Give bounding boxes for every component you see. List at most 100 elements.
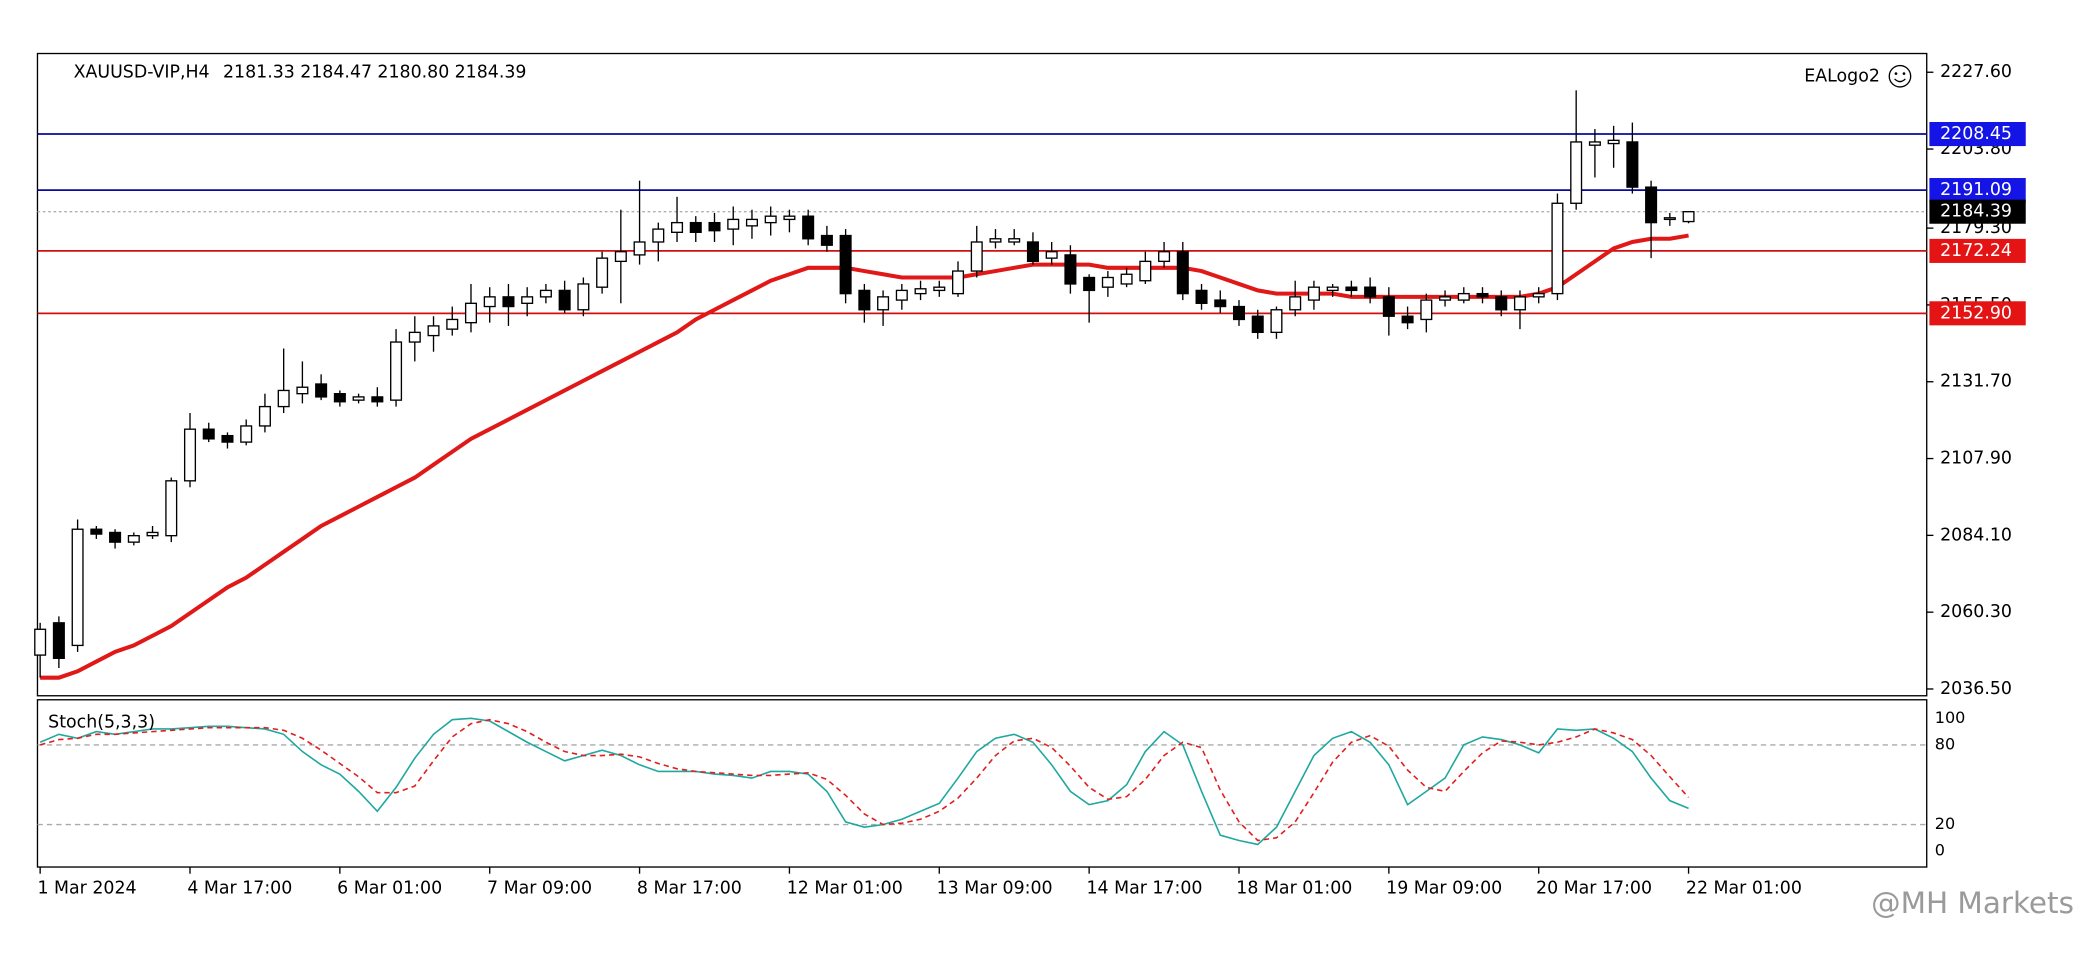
y-tick-label: 2107.90 bbox=[1940, 449, 2012, 469]
candle-body bbox=[1663, 217, 1676, 221]
level-label: 2191.09 bbox=[1940, 180, 2012, 200]
candle-body bbox=[315, 383, 328, 398]
open: 2181.33 bbox=[223, 62, 295, 82]
candle-body bbox=[652, 228, 665, 243]
candle-body bbox=[933, 286, 946, 292]
candle-body bbox=[1588, 141, 1601, 146]
candle-body bbox=[820, 234, 833, 246]
main-panel bbox=[36, 52, 1928, 697]
candle-body bbox=[1045, 251, 1058, 259]
y-tick-label: 0 bbox=[1935, 841, 1945, 860]
x-tick-label: 7 Mar 09:00 bbox=[487, 878, 592, 898]
candle-body bbox=[877, 296, 890, 311]
candle-body bbox=[1345, 286, 1358, 292]
candle-body bbox=[333, 393, 346, 403]
candle-body bbox=[165, 480, 178, 537]
x-tick-label: 1 Mar 2024 bbox=[37, 878, 136, 898]
y-tick-label: 100 bbox=[1935, 708, 1966, 727]
x-tick-label: 13 Mar 09:00 bbox=[937, 878, 1053, 898]
candle-body bbox=[408, 331, 421, 343]
candle-body bbox=[1645, 186, 1658, 224]
stoch-line bbox=[39, 718, 1690, 842]
candle-body bbox=[146, 531, 159, 537]
candle-body bbox=[371, 396, 384, 403]
candle-body bbox=[296, 386, 309, 395]
candle-body bbox=[1682, 211, 1695, 223]
symbol: XAUUSD-VIP,H4 bbox=[74, 62, 210, 82]
candle-body bbox=[1120, 273, 1133, 285]
level-tag bbox=[1929, 301, 2026, 326]
candle-body bbox=[614, 251, 627, 263]
candle-body bbox=[1064, 254, 1077, 285]
candle-body bbox=[1439, 296, 1452, 301]
candle-body bbox=[483, 296, 496, 308]
y-tick-label: 2060.30 bbox=[1940, 602, 2012, 622]
candle-body bbox=[202, 428, 215, 440]
candle-body bbox=[1326, 286, 1339, 292]
candle-body bbox=[109, 531, 122, 543]
candle-body bbox=[427, 325, 440, 337]
candle-body bbox=[34, 628, 47, 656]
candle-body bbox=[52, 622, 65, 659]
candle-body bbox=[539, 289, 552, 298]
y-tick-label: 2084.10 bbox=[1940, 525, 2012, 545]
candle-body bbox=[183, 428, 197, 482]
x-tick-label: 4 Mar 17:00 bbox=[187, 878, 292, 898]
candle-body bbox=[1513, 296, 1526, 311]
y-tick-label: 80 bbox=[1935, 734, 1955, 753]
candle-body bbox=[1401, 315, 1414, 324]
close: 2184.39 bbox=[455, 62, 527, 82]
x-tick-label: 19 Mar 09:00 bbox=[1386, 878, 1502, 898]
candle-body bbox=[446, 318, 459, 330]
logo: EALogo2 bbox=[1804, 66, 1880, 86]
candle-body bbox=[1101, 276, 1114, 288]
level-tag bbox=[1929, 238, 2026, 263]
candle-body bbox=[1382, 296, 1395, 317]
candle-body bbox=[502, 296, 515, 308]
candle-body bbox=[858, 289, 871, 311]
candle-body bbox=[1476, 292, 1489, 298]
candle-body bbox=[1626, 141, 1639, 188]
level-label: 2152.90 bbox=[1940, 303, 2012, 323]
stoch-panel bbox=[36, 699, 1928, 868]
candle-body bbox=[1214, 299, 1227, 308]
candle-body bbox=[577, 283, 590, 311]
candle-body bbox=[258, 405, 271, 427]
candle-body bbox=[783, 215, 796, 221]
candle-body bbox=[1158, 251, 1171, 263]
candle-body bbox=[1139, 260, 1152, 282]
level-label: 2184.39 bbox=[1940, 202, 2012, 222]
stoch-title: Stoch(5,3,3) bbox=[48, 713, 155, 733]
level-label: 2208.45 bbox=[1940, 124, 2012, 144]
candle-body bbox=[277, 389, 290, 408]
candle-body bbox=[1420, 299, 1433, 321]
candle-body bbox=[464, 302, 478, 324]
level-tag bbox=[1929, 178, 2026, 203]
moving-average bbox=[40, 233, 1689, 680]
candle-body bbox=[221, 434, 234, 443]
candle-body bbox=[970, 241, 983, 272]
candle-body bbox=[71, 528, 84, 647]
level-tag bbox=[1929, 199, 2026, 224]
x-tick-label: 14 Mar 17:00 bbox=[1086, 878, 1202, 898]
candle-body bbox=[764, 215, 777, 224]
candle-body bbox=[951, 270, 965, 295]
x-tick-label: 6 Mar 01:00 bbox=[337, 878, 442, 898]
candle-body bbox=[802, 215, 815, 240]
candle-body bbox=[1551, 202, 1564, 295]
y-tick-label: 2036.50 bbox=[1940, 679, 2012, 699]
y-tick-label: 2227.60 bbox=[1940, 62, 2012, 82]
x-tick-label: 18 Mar 01:00 bbox=[1236, 878, 1352, 898]
x-tick-label: 8 Mar 17:00 bbox=[637, 878, 742, 898]
candle-body bbox=[727, 218, 740, 230]
x-tick-label: 22 Mar 01:00 bbox=[1686, 878, 1802, 898]
header: XAUUSD-VIP,H4 2181.33 2184.47 2180.80 2184.3… bbox=[74, 62, 527, 82]
y-tick-label: 2131.70 bbox=[1940, 372, 2012, 392]
candle-body bbox=[1607, 139, 1620, 145]
x-tick-label: 12 Mar 01:00 bbox=[787, 878, 903, 898]
candle-body bbox=[127, 535, 140, 543]
x-tick-label: 20 Mar 17:00 bbox=[1536, 878, 1652, 898]
candle-body bbox=[839, 234, 852, 295]
candle-body bbox=[558, 289, 571, 311]
